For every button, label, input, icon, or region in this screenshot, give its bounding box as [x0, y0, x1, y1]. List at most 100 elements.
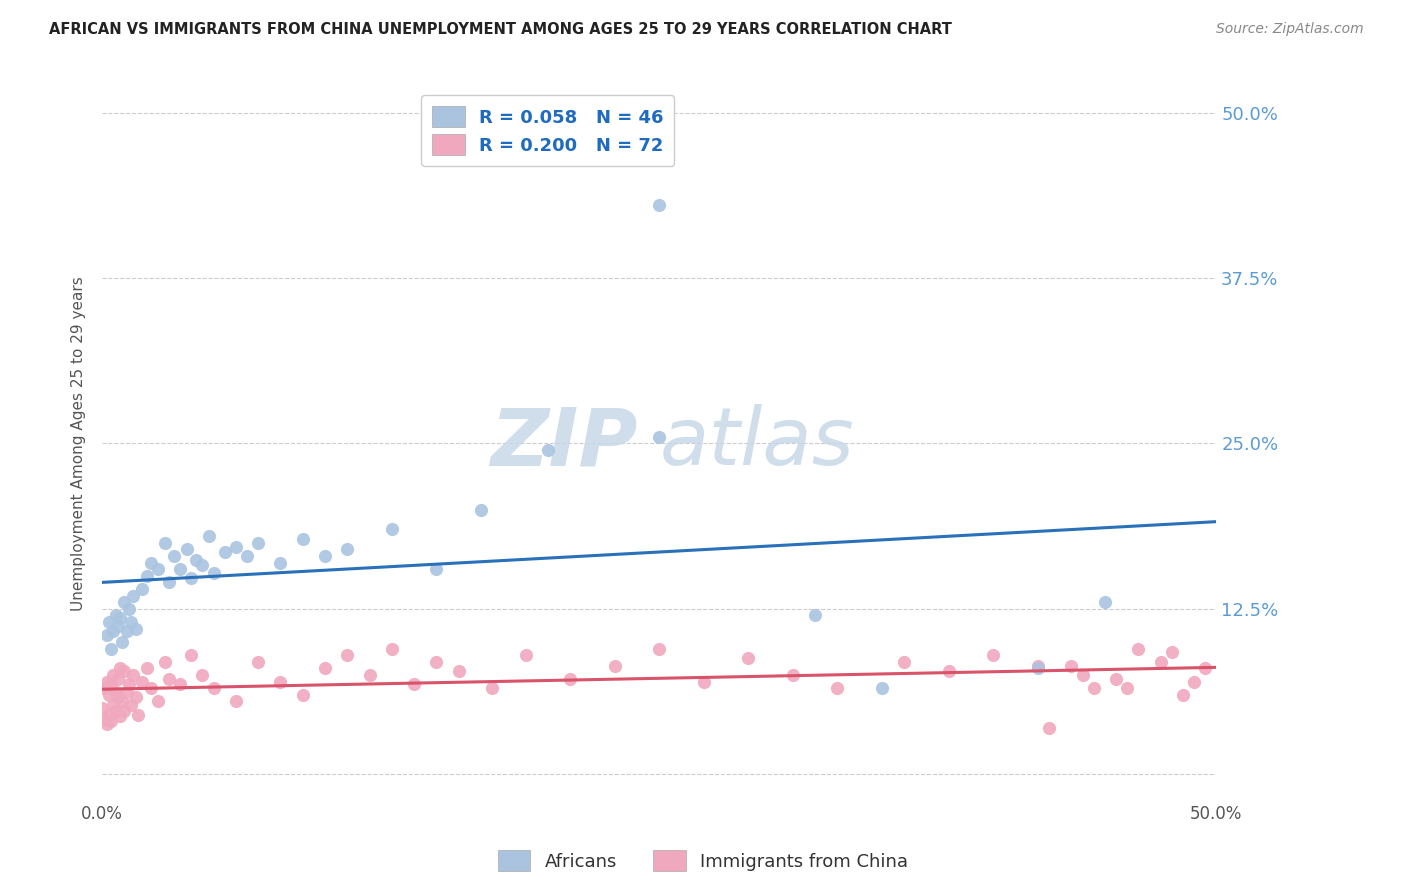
Point: [558, 672, 581, 686]
Point: [97, 615, 120, 629]
Point: [107, 619, 129, 633]
Point: [1160, 645, 1182, 659]
Point: [93, 681, 115, 696]
Text: Source: ZipAtlas.com: Source: ZipAtlas.com: [1216, 22, 1364, 37]
Point: [100, 714, 122, 729]
Point: [115, 685, 138, 699]
Y-axis label: Unemployment Among Ages 25 to 29 years: Unemployment Among Ages 25 to 29 years: [72, 277, 86, 611]
Point: [214, 545, 236, 559]
Point: [97, 688, 120, 702]
Point: [1026, 661, 1049, 675]
Point: [120, 698, 142, 713]
Point: [108, 611, 131, 625]
Legend: Africans, Immigrants from China: Africans, Immigrants from China: [491, 843, 915, 879]
Point: [169, 562, 191, 576]
Point: [269, 556, 291, 570]
Point: [180, 648, 202, 662]
Point: [131, 674, 153, 689]
Point: [191, 558, 214, 573]
Point: [1149, 655, 1171, 669]
Point: [648, 430, 671, 444]
Legend: R = 0.058   N = 46, R = 0.200   N = 72: R = 0.058 N = 46, R = 0.200 N = 72: [422, 95, 675, 166]
Point: [114, 704, 136, 718]
Point: [225, 694, 247, 708]
Point: [198, 529, 221, 543]
Point: [103, 624, 125, 639]
Point: [122, 668, 145, 682]
Point: [191, 668, 214, 682]
Point: [1083, 681, 1105, 696]
Point: [336, 542, 359, 557]
Point: [96, 717, 118, 731]
Point: [381, 523, 404, 537]
Point: [176, 542, 198, 557]
Point: [111, 635, 134, 649]
Point: [336, 648, 359, 662]
Point: [107, 672, 129, 686]
Point: [153, 535, 176, 549]
Point: [96, 674, 118, 689]
Point: [135, 568, 157, 582]
Point: [893, 655, 915, 669]
Point: [1026, 658, 1049, 673]
Point: [153, 655, 176, 669]
Point: [1038, 721, 1060, 735]
Point: [1194, 661, 1216, 675]
Point: [425, 655, 447, 669]
Point: [124, 622, 146, 636]
Point: [782, 668, 804, 682]
Point: [146, 694, 169, 708]
Point: [447, 664, 470, 678]
Point: [157, 672, 180, 686]
Point: [269, 674, 291, 689]
Point: [180, 571, 202, 585]
Point: [202, 681, 225, 696]
Point: [1116, 681, 1139, 696]
Point: [314, 549, 336, 563]
Point: [1128, 641, 1150, 656]
Point: [247, 655, 270, 669]
Point: [103, 698, 125, 713]
Point: [122, 589, 145, 603]
Point: [648, 641, 671, 656]
Point: [291, 532, 314, 546]
Point: [118, 602, 141, 616]
Point: [118, 677, 141, 691]
Point: [104, 608, 127, 623]
Point: [103, 668, 125, 682]
Point: [381, 641, 404, 656]
Point: [314, 661, 336, 675]
Point: [938, 664, 960, 678]
Point: [108, 709, 131, 723]
Point: [162, 549, 184, 563]
Point: [404, 677, 426, 691]
Point: [1182, 674, 1205, 689]
Point: [693, 674, 716, 689]
Point: [537, 443, 560, 458]
Point: [91, 701, 114, 715]
Point: [96, 628, 118, 642]
Point: [804, 608, 827, 623]
Point: [104, 704, 127, 718]
Point: [236, 549, 259, 563]
Point: [104, 685, 127, 699]
Point: [827, 681, 849, 696]
Point: [648, 198, 671, 212]
Point: [983, 648, 1005, 662]
Text: ZIP: ZIP: [489, 404, 637, 483]
Point: [141, 681, 163, 696]
Point: [157, 575, 180, 590]
Point: [114, 595, 136, 609]
Point: [202, 566, 225, 581]
Point: [108, 661, 131, 675]
Point: [425, 562, 447, 576]
Text: AFRICAN VS IMMIGRANTS FROM CHINA UNEMPLOYMENT AMONG AGES 25 TO 29 YEARS CORRELAT: AFRICAN VS IMMIGRANTS FROM CHINA UNEMPLO…: [49, 22, 952, 37]
Point: [1060, 658, 1083, 673]
Point: [291, 688, 314, 702]
Point: [146, 562, 169, 576]
Point: [114, 664, 136, 678]
Point: [100, 641, 122, 656]
Point: [737, 650, 759, 665]
Point: [120, 615, 142, 629]
Point: [1071, 668, 1094, 682]
